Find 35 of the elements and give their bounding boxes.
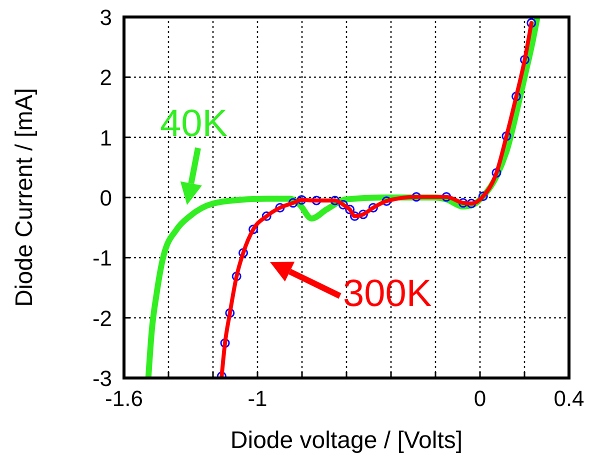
point [330, 196, 340, 206]
x-tick-label: -1 [248, 386, 268, 411]
point [458, 198, 468, 208]
series-label: 40K [160, 103, 228, 145]
point [478, 192, 488, 202]
y-tick-label: 1 [100, 125, 112, 150]
point [350, 211, 360, 221]
point [262, 211, 272, 221]
point [502, 131, 512, 141]
y-axis-title: Diode Current / [mA] [11, 88, 38, 307]
point [288, 198, 298, 208]
point [225, 308, 235, 318]
point [368, 202, 378, 212]
legend-label: 300K [343, 273, 432, 315]
point [382, 196, 392, 206]
y-tick-label: 2 [100, 65, 112, 90]
point [238, 248, 248, 258]
x-tick-label: 0.4 [554, 386, 584, 411]
point [358, 210, 368, 220]
point [275, 202, 285, 212]
point [345, 204, 355, 214]
y-tick-label: 3 [100, 5, 112, 30]
point [526, 18, 536, 28]
point [442, 192, 452, 202]
y-tick-label: -1 [92, 246, 112, 271]
point [220, 338, 230, 348]
point [492, 168, 502, 178]
y-tick-label: 0 [100, 186, 112, 210]
point [232, 272, 242, 282]
point [248, 224, 258, 234]
x-axis-title: Diode voltage / [Volts] [230, 427, 463, 454]
point [338, 200, 348, 210]
y-tick-label: -2 [92, 306, 112, 331]
x-tick-label: 0 [474, 386, 486, 411]
point [466, 198, 476, 208]
